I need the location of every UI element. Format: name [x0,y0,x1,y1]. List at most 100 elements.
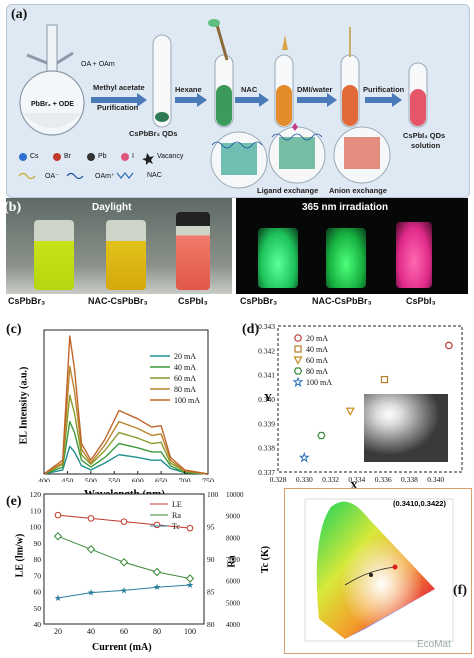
ra-point [152,567,162,577]
planckian-locus [344,566,398,586]
ytick-tc-label: 7000 [226,556,241,564]
panel-d-xlabel: X [350,480,358,492]
xtick-label: 400 [38,477,50,482]
panel-e-ticks: 20 40 60 80 100 120 110 100 90 80 70 60 50 40 100 95 90 8… [30,490,244,636]
tc-point: ★ [120,585,128,595]
legend-label: 20 mA [174,352,196,361]
ytick-ra-label: 100 [207,490,219,499]
step-purification-1: Purification [97,103,139,112]
panel-e-xlabel: Current (mA) [92,642,152,653]
ytick-label: 0.338 [258,444,275,453]
step-nac: NAC [241,85,258,94]
ytick-label: 0.340 [258,395,275,404]
vial-cspbbr3-uv [258,228,298,288]
vial-cspbbr3-day [34,220,74,290]
xtick-label: 550 [108,477,120,482]
ytick-label: 0.341 [258,371,275,380]
panel-e-series: ★ ★ ★ ★ ★ [53,511,195,603]
ra-point [86,545,96,554]
legend-label: 100 mA [306,378,332,387]
legend-nac: NAC [147,172,162,179]
legend-label: 40 mA [174,363,196,372]
xtick-label: 700 [179,477,191,482]
panel-d-ticks: 0.328 0.330 0.332 0.334 0.336 0.338 0.340 0.343… [258,322,444,484]
panel-a-label: (a) [11,7,28,22]
legend-label: 60 mA [174,374,196,383]
test-tubes [152,19,428,128]
vial-label-uv-2: NAC-CsPbBr₃ [312,296,372,306]
legend-cs: Cs [30,153,39,160]
legend-oa: OA⁻ [45,173,59,180]
ytick-ra-label: 85 [207,588,215,597]
ytick-left-label: 90 [34,539,42,548]
el-series-line-5 [43,335,209,475]
xtick-label: 60 [120,627,128,636]
panel-f-cie-diagram: (f) (0.3410,0.3422) EcoMat [284,488,472,654]
atom-legend [18,153,154,180]
cie-point-1 [445,341,453,350]
ra-point [119,558,129,567]
ytick-left-label: 60 [34,588,42,597]
ytick-left-label: 80 [34,555,42,564]
step-purification-2: Purification [363,85,405,94]
panel-d-points [298,341,453,463]
process-arrows [91,93,402,107]
panel-e-ylabel-ra: Ra [226,555,238,568]
legend-br: Br [64,153,71,160]
legend-label: Tc [172,522,180,531]
legend-marker [293,356,303,365]
panel-e-performance: 20 40 60 80 100 120 110 100 90 80 70 60 50 40 100 95 90 8… [30,490,244,636]
vial-nac-cspbbr3-uv [326,228,366,288]
le-point [120,518,128,525]
uv-photo: 365 nm irradiation [236,198,468,294]
round-flask-icon [19,24,85,136]
legend-label: LE [172,500,182,509]
legend-marker [294,334,302,342]
panel-e-legend: LE Ra Tc [150,500,182,531]
legend-label: 100 mA [174,396,200,405]
step-dmi-water: DMI/water [297,85,333,94]
ytick-left-label: 50 [34,604,42,613]
panel-c-label: (c) [6,322,22,337]
legend-marker [292,376,304,388]
legend-marker [294,345,302,353]
ytick-tc-label: 5000 [226,599,241,607]
ytick-tc-label: 6000 [226,578,241,586]
xtick-label: 650 [155,477,167,482]
ytick-left-label: 110 [30,506,41,515]
panel-c-ylabel: EL Intensity (a.u.) [18,366,30,445]
tc-point: ★ [153,582,161,592]
synthesis-schematic [18,19,428,189]
ytick-tc-label: 8000 [226,534,241,542]
le-point [87,515,95,522]
daylight-photo: Daylight [6,198,232,294]
cie-point-3 [345,407,355,416]
legend-label: 40 mA [306,345,328,354]
daylight-title: Daylight [92,202,132,213]
xtick-label: 0.338 [401,475,418,484]
crystal-lattice-bubbles [210,123,391,189]
xtick-label: 0.340 [427,475,444,484]
ytick-tc-label: 9000 [226,513,241,521]
ytick-left-label: 40 [34,620,42,629]
watermark-text: EcoMat [417,639,451,650]
el-series-line-4 [43,365,209,475]
cie-coordinate-annotation: (0.3410,0.3422) [393,499,446,508]
flask-mix-label: PbBr₂ + ODE [31,101,74,108]
vial-label-day-1: CsPbBr₃ [8,296,46,306]
ytick-label: 0.343 [258,322,275,331]
xtick-label: 100 [184,627,196,636]
le-point [186,524,194,532]
ytick-tc-label: 4000 [226,621,241,629]
xtick-label: 450 [61,477,73,482]
panel-b-photos: Daylight 365 nm irradiation (b) CsPbBr₃ … [4,198,468,308]
el-series-line-1 [43,445,209,475]
tc-point: ★ [87,588,95,598]
step-hexane: Hexane [175,85,202,94]
cie-point-5 [298,451,310,463]
ytick-ra-label: 95 [207,523,215,532]
panel-b-label: (b) [4,200,22,215]
cie-horseshoe [304,498,454,642]
panel-f-label: (f) [453,583,467,598]
ytick-left-label: 120 [30,490,42,499]
